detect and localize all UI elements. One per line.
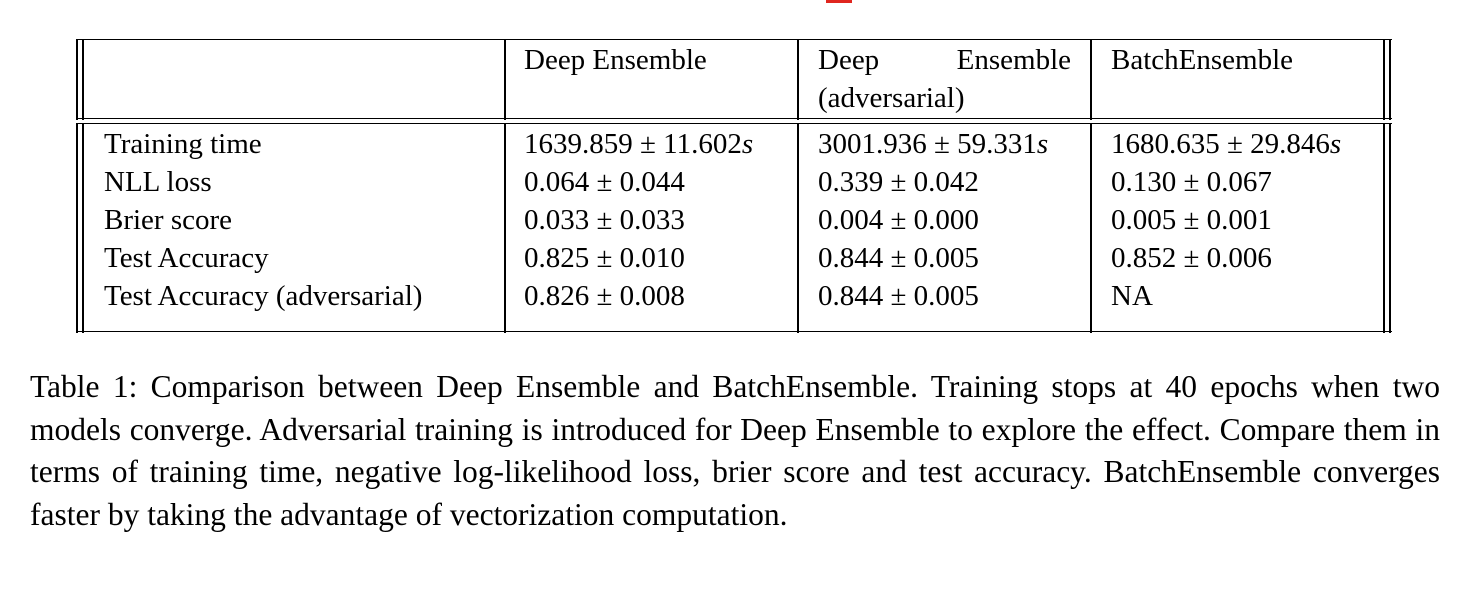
table-body: Training time 1639.859 ± 11.602s 3001.93… xyxy=(76,122,1392,333)
row-label: Training time xyxy=(104,128,262,160)
table-border-left-outer xyxy=(76,38,78,120)
table-border-left-inner xyxy=(82,122,84,333)
table-border-right-inner xyxy=(1383,38,1385,120)
cell-value: 0.064 ± 0.044 xyxy=(524,166,685,198)
row-label: Brier score xyxy=(104,204,233,236)
row-label: Test Accuracy xyxy=(104,242,269,274)
cell-value: 0.339 ± 0.042 xyxy=(818,166,979,198)
table-row: Test Accuracy 0.825 ± 0.010 0.844 ± 0.00… xyxy=(76,239,1392,277)
table-row: NLL loss 0.064 ± 0.044 0.339 ± 0.042 0.1… xyxy=(76,163,1392,201)
table-border-right-outer xyxy=(1389,38,1391,120)
table-border-left-outer xyxy=(76,122,78,333)
header-line-part: Deep xyxy=(818,44,880,76)
cell-value: 0.130 ± 0.067 xyxy=(1111,166,1272,198)
column-divider xyxy=(504,38,506,120)
cell-value: 1639.859 ± 11.602s xyxy=(524,128,754,160)
column-divider xyxy=(1090,122,1092,333)
header-line-part: Ensemble xyxy=(956,44,1071,76)
cell-value: 0.826 ± 0.008 xyxy=(524,280,685,312)
cell-value: 0.844 ± 0.005 xyxy=(818,242,979,274)
cell-value: 0.825 ± 0.010 xyxy=(524,242,685,274)
row-label: NLL loss xyxy=(104,166,212,198)
column-divider xyxy=(1090,38,1092,120)
cell-value: 0.033 ± 0.033 xyxy=(524,204,685,236)
column-divider xyxy=(797,38,799,120)
cell-value: 0.844 ± 0.005 xyxy=(818,280,979,312)
header-deep-ensemble: Deep Ensemble xyxy=(524,44,707,76)
table-header: Deep Ensemble Deep Ensemble (adversarial… xyxy=(76,38,1392,120)
cell-value: 0.005 ± 0.001 xyxy=(1111,204,1272,236)
cell-value: 0.852 ± 0.006 xyxy=(1111,242,1272,274)
row-label: Test Accuracy (adversarial) xyxy=(104,280,423,312)
table-border-right-outer xyxy=(1389,122,1391,333)
table-row: Test Accuracy (adversarial) 0.826 ± 0.00… xyxy=(76,277,1392,315)
cell-value: NA xyxy=(1111,280,1153,312)
table-caption: Table 1: Comparison between Deep Ensembl… xyxy=(30,369,1440,532)
cell-value: 1680.635 ± 29.846s xyxy=(1111,128,1342,160)
table-border-right-inner xyxy=(1383,122,1385,333)
cell-value: 3001.936 ± 59.331s xyxy=(818,128,1049,160)
header-deep-ensemble-adversarial: Deep Ensemble (adversarial) xyxy=(818,41,1071,117)
table-row: Training time 1639.859 ± 11.602s 3001.93… xyxy=(76,125,1392,163)
header-line-part: (adversarial) xyxy=(818,82,965,114)
header-batch-ensemble: BatchEnsemble xyxy=(1111,44,1294,76)
column-divider xyxy=(504,122,506,333)
table-border-left-inner xyxy=(82,38,84,120)
column-divider xyxy=(797,122,799,333)
page-top-marker xyxy=(826,0,852,3)
table-row: Brier score 0.033 ± 0.033 0.004 ± 0.000 … xyxy=(76,201,1392,239)
cell-value: 0.004 ± 0.000 xyxy=(818,204,979,236)
